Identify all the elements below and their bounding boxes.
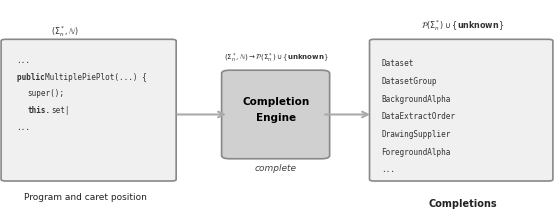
Text: Completion: Completion [242, 97, 310, 106]
Text: ForegroundAlpha: ForegroundAlpha [381, 148, 450, 157]
Text: Dataset: Dataset [381, 59, 413, 68]
Text: DrawingSupplier: DrawingSupplier [381, 130, 450, 139]
FancyBboxPatch shape [370, 39, 553, 181]
Text: public: public [17, 73, 49, 82]
Text: ...: ... [381, 165, 395, 175]
Text: Completions: Completions [428, 199, 497, 209]
Text: $(\Sigma^*_n, \mathbb{N})$: $(\Sigma^*_n, \mathbb{N})$ [52, 24, 79, 39]
Text: $(\Sigma^*_n, \mathbb{N}) \rightarrow \mathcal{P}(\Sigma^*_n) \cup \{\mathbf{unk: $(\Sigma^*_n, \mathbb{N}) \rightarrow \m… [223, 52, 329, 65]
Text: this.: this. [28, 106, 51, 115]
Text: Program and caret position: Program and caret position [24, 193, 147, 202]
Text: DataExtractOrder: DataExtractOrder [381, 112, 455, 121]
FancyBboxPatch shape [1, 39, 176, 181]
FancyBboxPatch shape [222, 70, 330, 159]
Text: ...: ... [17, 56, 30, 65]
Text: MultiplePiePlot(...) {: MultiplePiePlot(...) { [45, 73, 147, 82]
Text: Engine: Engine [256, 113, 296, 123]
Text: BackgroundAlpha: BackgroundAlpha [381, 95, 450, 104]
Text: ...: ... [17, 123, 30, 132]
Text: complete: complete [255, 164, 297, 173]
Text: $\mathcal{P}(\Sigma^*_n) \cup \{\mathbf{unknown}\}$: $\mathcal{P}(\Sigma^*_n) \cup \{\mathbf{… [421, 19, 504, 33]
Text: set|: set| [52, 106, 70, 115]
Text: super();: super(); [28, 89, 65, 98]
Text: DatasetGroup: DatasetGroup [381, 77, 437, 86]
